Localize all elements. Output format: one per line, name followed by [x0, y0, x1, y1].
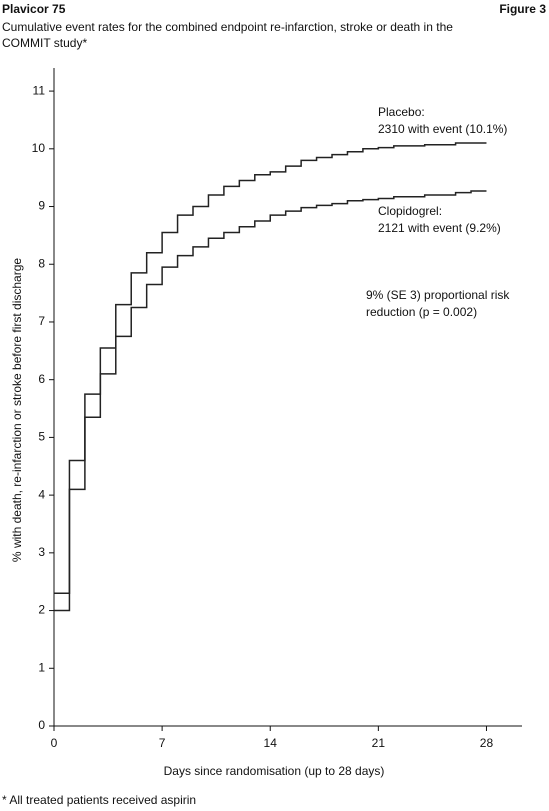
- y-tick-label: 10: [32, 141, 46, 155]
- y-tick-label: 9: [38, 199, 45, 213]
- header-left: Plavicor 75: [2, 2, 66, 16]
- x-tick-label: 7: [159, 736, 166, 750]
- annotation: 2310 with event (10.1%): [378, 122, 507, 136]
- chart-subtitle: COMMIT study*: [2, 36, 87, 50]
- y-tick-label: 3: [38, 545, 45, 559]
- x-tick-label: 0: [51, 736, 58, 750]
- annotation: 2121 with event (9.2%): [378, 221, 501, 235]
- x-tick-label: 14: [264, 736, 278, 750]
- legend-label: Placebo:: [378, 105, 425, 119]
- y-tick-label: 0: [38, 718, 45, 732]
- footnote: * All treated patients received aspirin: [2, 793, 196, 807]
- chart-title: Cumulative event rates for the combined …: [2, 20, 453, 34]
- step-line: [54, 142, 487, 594]
- step-line: [54, 190, 487, 612]
- x-tick-label: 28: [480, 736, 494, 750]
- y-axis-label: % with death, re-infarction or stroke be…: [10, 258, 24, 562]
- legend-label: Clopidogrel:: [378, 204, 442, 218]
- x-axis-label: Days since randomisation (up to 28 days): [164, 764, 385, 778]
- x-tick-label: 21: [372, 736, 386, 750]
- annotation: reduction (p = 0.002): [366, 305, 477, 319]
- y-tick-label: 8: [38, 256, 45, 270]
- y-tick-label: 5: [38, 430, 45, 444]
- y-tick-label: 6: [38, 372, 45, 386]
- y-tick-label: 1: [38, 660, 45, 674]
- header-right: Figure 3: [499, 2, 546, 16]
- y-tick-label: 2: [38, 603, 45, 617]
- y-tick-label: 4: [38, 487, 45, 501]
- y-tick-label: 11: [33, 83, 46, 97]
- y-tick-label: 7: [38, 314, 45, 328]
- annotation: 9% (SE 3) proportional risk: [366, 288, 510, 302]
